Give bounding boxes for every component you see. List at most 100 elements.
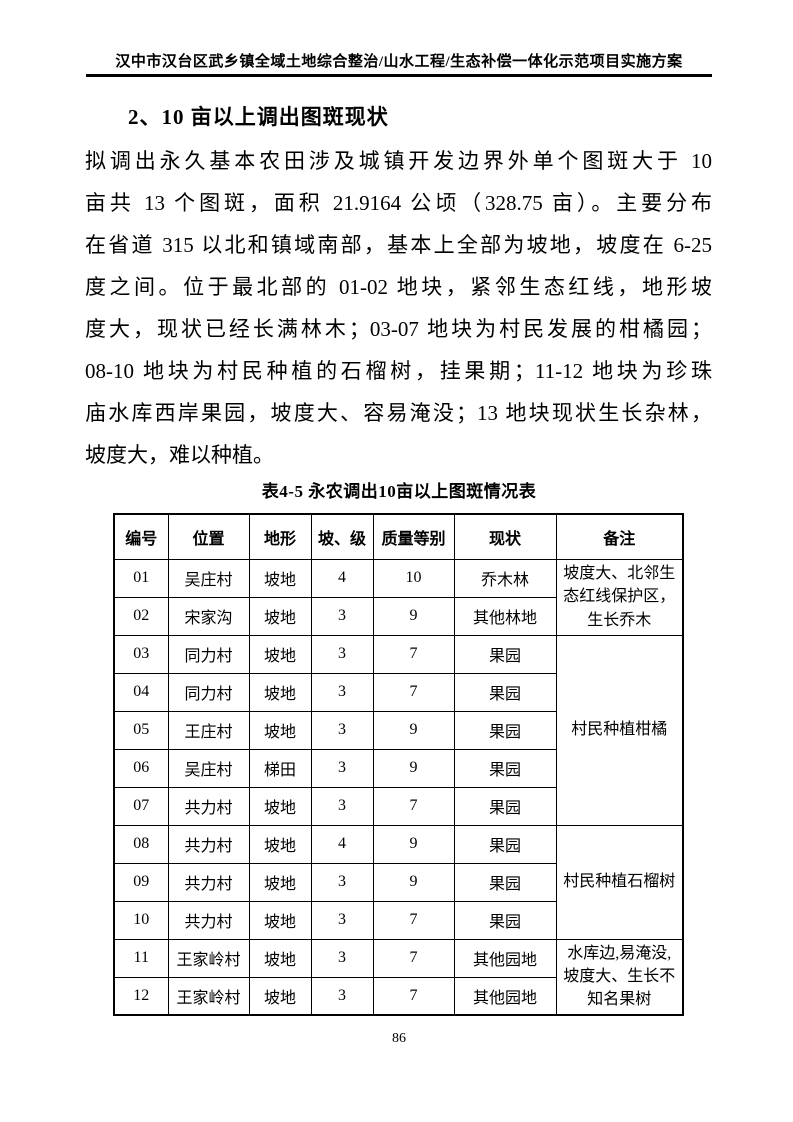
column-header-slope: 坡、级	[310, 513, 374, 560]
cell-slope: 3	[310, 634, 374, 674]
cell-terrain: 坡地	[248, 900, 312, 940]
cell-terrain: 坡地	[248, 634, 312, 674]
remark-cell: 村民种植石榴树	[555, 824, 684, 940]
cell-id: 01	[113, 558, 169, 598]
header-rule	[86, 74, 712, 77]
cell-status: 果园	[453, 786, 557, 826]
cell-slope: 3	[310, 976, 374, 1016]
cell-location: 王家岭村	[167, 976, 250, 1016]
cell-status: 果园	[453, 634, 557, 674]
paragraph-line: 在省道 315 以北和镇域南部，基本上全部为坡地，坡度在 6-25	[85, 233, 712, 257]
table-row: 04 同力村 坡地 3 7 果园	[113, 672, 683, 712]
cell-location: 共力村	[167, 862, 250, 902]
paragraph-line: 度大，现状已经长满林木；03-07 地块为村民发展的柑橘园；	[85, 317, 712, 341]
column-header-location: 位置	[167, 513, 250, 560]
table-row: 09 共力村 坡地 3 9 果园	[113, 862, 683, 902]
cell-terrain: 坡地	[248, 938, 312, 978]
cell-location: 王庄村	[167, 710, 250, 750]
cell-location: 共力村	[167, 824, 250, 864]
cell-location: 宋家沟	[167, 596, 250, 636]
cell-slope: 3	[310, 748, 374, 788]
cell-status: 其他园地	[453, 938, 557, 978]
paragraph-line: 亩共 13 个图斑，面积 21.9164 公顷（328.75 亩）。主要分布	[85, 191, 712, 215]
cell-id: 04	[113, 672, 169, 712]
cell-quality: 7	[372, 634, 455, 674]
cell-terrain: 梯田	[248, 748, 312, 788]
table-row: 12 王家岭村 坡地 3 7 其他园地	[113, 976, 683, 1016]
cell-slope: 3	[310, 862, 374, 902]
cell-slope: 4	[310, 558, 374, 598]
cell-terrain: 坡地	[248, 558, 312, 598]
cell-location: 王家岭村	[167, 938, 250, 978]
column-header-terrain: 地形	[248, 513, 312, 560]
cell-terrain: 坡地	[248, 976, 312, 1016]
cell-quality: 10	[372, 558, 455, 598]
table-header-row: 编号 位置 地形 坡、级 质量等别 现状 备注	[113, 513, 684, 560]
table-row: 11 王家岭村 坡地 3 7 其他园地 水库边,易淹没,坡度大、生长不知名果树	[113, 938, 684, 1016]
cell-slope: 4	[310, 824, 374, 864]
paragraph-line: 度之间。位于最北部的 01-02 地块，紧邻生态红线，地形坡	[85, 275, 712, 299]
cell-quality: 9	[372, 862, 455, 902]
cell-location: 同力村	[167, 672, 250, 712]
cell-status: 果园	[453, 710, 557, 750]
table-row: 08 共力村 坡地 4 9 果园 村民种植石榴树	[113, 824, 684, 940]
cell-quality: 7	[372, 672, 455, 712]
cell-status: 乔木林	[453, 558, 557, 598]
paragraph-line: 庙水库西岸果园，坡度大、容易淹没；13 地块现状生长杂林，	[85, 401, 712, 425]
plots-table: 编号 位置 地形 坡、级 质量等别 现状 备注 01 吴庄村 坡地 4 10 乔…	[113, 513, 684, 1016]
cell-id: 08	[113, 824, 169, 864]
cell-quality: 9	[372, 748, 455, 788]
cell-quality: 7	[372, 786, 455, 826]
cell-slope: 3	[310, 938, 374, 978]
cell-location: 同力村	[167, 634, 250, 674]
cell-quality: 9	[372, 824, 455, 864]
paragraph-line: 坡度大，难以种植。	[85, 443, 274, 467]
cell-id: 09	[113, 862, 169, 902]
cell-quality: 7	[372, 976, 455, 1016]
cell-terrain: 坡地	[248, 710, 312, 750]
cell-status: 果园	[453, 862, 557, 902]
cell-status: 其他林地	[453, 596, 557, 636]
table-row: 01 吴庄村 坡地 4 10 乔木林 坡度大、北邻生态红线保护区，生长乔木	[113, 558, 684, 636]
cell-terrain: 坡地	[248, 596, 312, 636]
cell-status: 果园	[453, 672, 557, 712]
remark-cell: 水库边,易淹没,坡度大、生长不知名果树	[555, 938, 684, 1016]
cell-terrain: 坡地	[248, 862, 312, 902]
cell-terrain: 坡地	[248, 824, 312, 864]
table-row: 10 共力村 坡地 3 7 果园	[113, 900, 683, 940]
cell-terrain: 坡地	[248, 786, 312, 826]
cell-status: 果园	[453, 748, 557, 788]
column-header-id: 编号	[113, 513, 169, 560]
column-header-status: 现状	[453, 513, 557, 560]
cell-quality: 9	[372, 596, 455, 636]
cell-status: 其他园地	[453, 976, 557, 1016]
cell-quality: 7	[372, 938, 455, 978]
cell-quality: 7	[372, 900, 455, 940]
page-header-title: 汉中市汉台区武乡镇全域土地综合整治/山水工程/生态补偿一体化示范项目实施方案	[115, 54, 683, 70]
cell-id: 06	[113, 748, 169, 788]
cell-slope: 3	[310, 786, 374, 826]
cell-id: 10	[113, 900, 169, 940]
cell-slope: 3	[310, 672, 374, 712]
paragraph-line: 拟调出永久基本农田涉及城镇开发边界外单个图斑大于 10	[85, 149, 712, 173]
cell-location: 共力村	[167, 786, 250, 826]
column-header-quality: 质量等别	[372, 513, 455, 560]
cell-slope: 3	[310, 900, 374, 940]
cell-location: 共力村	[167, 900, 250, 940]
cell-slope: 3	[310, 710, 374, 750]
cell-location: 吴庄村	[167, 558, 250, 598]
section-heading: 2、10 亩以上调出图斑现状	[128, 105, 389, 129]
cell-status: 果园	[453, 824, 557, 864]
remark-cell: 村民种植柑橘	[555, 634, 684, 826]
table-caption: 表4-5 永农调出10亩以上图斑情况表	[261, 482, 537, 501]
cell-id: 03	[113, 634, 169, 674]
column-header-remark: 备注	[555, 513, 684, 560]
cell-id: 02	[113, 596, 169, 636]
cell-terrain: 坡地	[248, 672, 312, 712]
remark-cell: 坡度大、北邻生态红线保护区，生长乔木	[555, 558, 684, 636]
cell-id: 07	[113, 786, 169, 826]
cell-id: 11	[113, 938, 169, 978]
page-number: 86	[392, 1031, 406, 1046]
cell-id: 12	[113, 976, 169, 1016]
